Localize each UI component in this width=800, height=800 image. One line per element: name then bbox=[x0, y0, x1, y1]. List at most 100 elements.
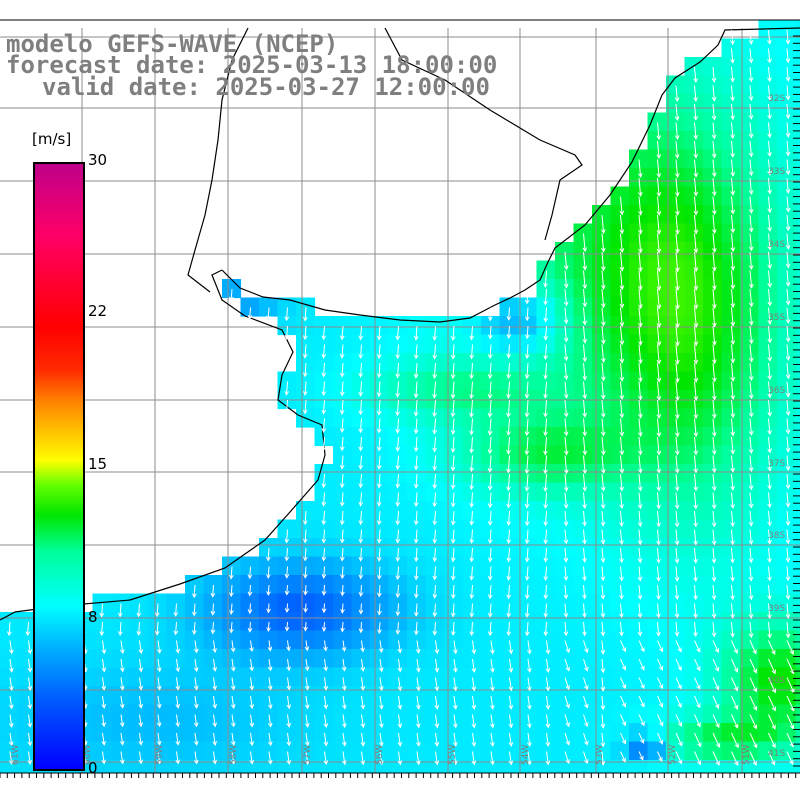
wind-cell bbox=[777, 538, 797, 558]
wind-arrow bbox=[730, 510, 735, 528]
wind-cell bbox=[758, 57, 778, 77]
wind-arrow bbox=[525, 325, 530, 340]
wind-arrow bbox=[321, 344, 327, 359]
wind-cell bbox=[277, 686, 297, 706]
wind-arrow bbox=[545, 658, 551, 674]
wind-arrow bbox=[339, 362, 345, 378]
wind-cell bbox=[629, 649, 649, 669]
wind-cell bbox=[684, 519, 704, 539]
wind-arrow bbox=[156, 751, 162, 765]
wind-arrow bbox=[563, 529, 569, 545]
wind-arrow bbox=[249, 732, 255, 747]
wind-cell bbox=[462, 612, 482, 632]
wind-cell bbox=[610, 297, 630, 317]
wind-arrow bbox=[27, 732, 33, 747]
wind-arrow bbox=[767, 66, 772, 83]
wind-arrow bbox=[304, 714, 310, 728]
wind-arrow bbox=[693, 196, 699, 216]
wind-cell bbox=[684, 112, 704, 132]
wind-arrow bbox=[247, 584, 253, 597]
wind-arrow bbox=[267, 714, 273, 728]
wind-cell bbox=[795, 205, 800, 225]
wind-arrow bbox=[136, 621, 142, 636]
wind-cell bbox=[518, 316, 538, 336]
wind-arrow bbox=[469, 547, 475, 563]
wind-cell bbox=[462, 445, 482, 465]
wind-cell bbox=[721, 353, 741, 373]
wind-cell bbox=[129, 667, 149, 687]
wind-arrow bbox=[730, 48, 735, 64]
wind-cell bbox=[462, 593, 482, 613]
wind-cell bbox=[592, 279, 612, 299]
wind-arrow bbox=[321, 584, 327, 596]
wind-cell bbox=[333, 686, 353, 706]
wind-cell bbox=[740, 427, 760, 447]
wind-arrow bbox=[341, 677, 347, 691]
wind-cell bbox=[795, 649, 800, 669]
wind-arrow bbox=[175, 714, 180, 728]
wind-arrow bbox=[321, 547, 327, 562]
wind-cell bbox=[666, 371, 686, 391]
wind-arrow bbox=[450, 603, 456, 618]
wind-cell bbox=[351, 538, 371, 558]
wind-arrow bbox=[247, 603, 253, 615]
wind-cell bbox=[573, 667, 593, 687]
wind-cell bbox=[703, 371, 723, 391]
wind-arrow bbox=[785, 584, 791, 600]
wind-arrow bbox=[711, 362, 717, 383]
wind-cell bbox=[777, 297, 797, 317]
coastline bbox=[0, 27, 800, 621]
wind-arrow bbox=[212, 677, 218, 691]
wind-cell bbox=[129, 612, 149, 632]
wind-arrow bbox=[711, 510, 717, 528]
wind-arrow bbox=[674, 603, 680, 619]
wind-arrow bbox=[785, 381, 791, 398]
wind-arrow bbox=[619, 436, 625, 456]
lon-label: 52W bbox=[668, 745, 678, 765]
wind-cell bbox=[425, 723, 445, 743]
wind-arrow bbox=[527, 732, 532, 747]
wind-arrow bbox=[397, 695, 403, 710]
wind-cell bbox=[795, 575, 800, 595]
wind-arrow bbox=[487, 418, 493, 436]
wind-cell bbox=[185, 686, 205, 706]
wind-cell bbox=[629, 168, 649, 188]
wind-arrow bbox=[638, 658, 645, 671]
wind-arrow bbox=[193, 695, 199, 709]
wind-arrow bbox=[450, 455, 456, 472]
wind-arrow bbox=[229, 621, 234, 634]
wind-arrow bbox=[101, 695, 107, 709]
wind-cell bbox=[351, 353, 371, 373]
wind-cell bbox=[573, 464, 593, 484]
wind-arrow bbox=[711, 492, 717, 510]
wind-arrow bbox=[675, 677, 682, 690]
wind-arrow bbox=[619, 547, 624, 564]
wind-cell bbox=[592, 223, 612, 243]
wind-arrow bbox=[395, 492, 401, 507]
wind-arrow bbox=[469, 325, 475, 341]
lat-label: 39S bbox=[768, 604, 785, 614]
wind-arrow bbox=[173, 603, 179, 617]
wind-cell bbox=[333, 575, 353, 595]
wind-cell bbox=[314, 686, 334, 706]
wind-cell bbox=[740, 149, 760, 169]
wind-arrow bbox=[730, 214, 736, 234]
wind-arrow bbox=[619, 362, 625, 382]
wind-arrow bbox=[583, 695, 589, 709]
wind-cell bbox=[777, 57, 797, 77]
wind-cell bbox=[536, 630, 556, 650]
wind-arrow bbox=[414, 603, 419, 617]
wind-arrow bbox=[487, 399, 493, 418]
wind-arrow bbox=[730, 177, 736, 196]
wind-arrow bbox=[321, 529, 327, 544]
wind-cell bbox=[370, 723, 390, 743]
wind-arrow bbox=[637, 362, 643, 383]
wind-arrow bbox=[693, 399, 699, 420]
wind-arrow bbox=[748, 103, 754, 120]
wind-cell bbox=[740, 112, 760, 132]
wind-arrow bbox=[712, 288, 717, 309]
wind-arrow bbox=[637, 177, 643, 197]
wind-cell bbox=[518, 704, 538, 724]
lat-label: 33S bbox=[768, 167, 785, 177]
wind-cell bbox=[499, 704, 519, 724]
